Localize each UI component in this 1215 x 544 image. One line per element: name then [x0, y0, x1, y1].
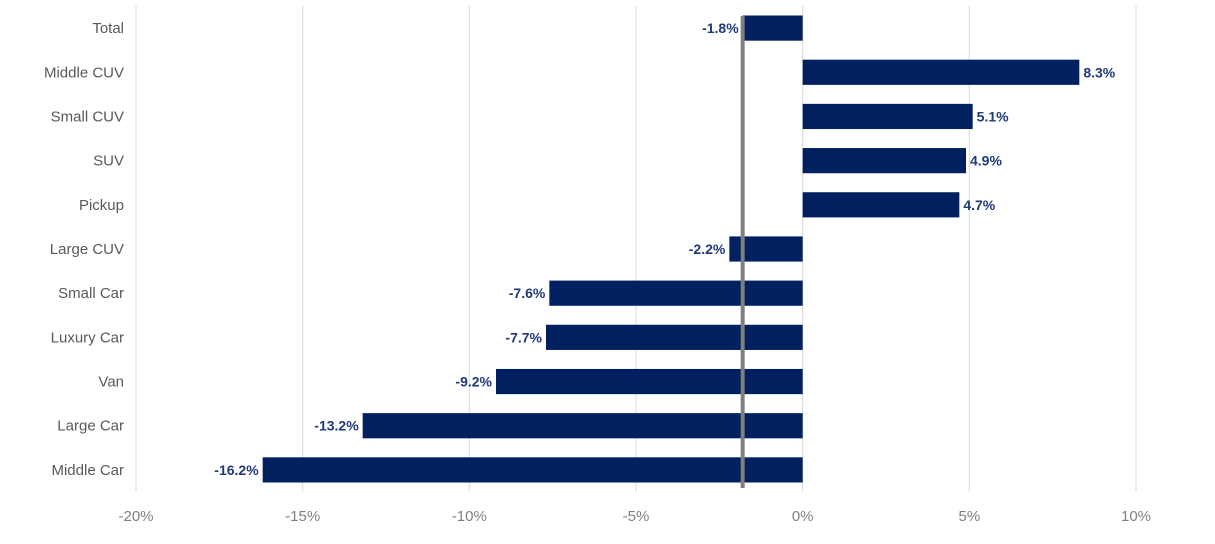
- bar: [729, 236, 803, 262]
- bar: [802, 103, 973, 130]
- x-axis-tick-labels: -20% -15% -10% -5% 0% 5% 10%: [118, 508, 1151, 525]
- x-tick-label: 5%: [958, 508, 980, 525]
- bar: [802, 59, 1080, 85]
- value-label: -7.6%: [509, 285, 546, 301]
- value-label: 4.7%: [963, 197, 995, 213]
- category-label: Large Car: [57, 418, 124, 435]
- bar: [802, 192, 960, 218]
- category-label: Van: [98, 374, 124, 391]
- bar: [802, 148, 966, 174]
- value-label: -13.2%: [314, 418, 359, 434]
- bar: [496, 368, 803, 395]
- bar: [362, 413, 803, 439]
- x-tick-label: -10%: [452, 508, 487, 525]
- value-label: -1.8%: [702, 20, 739, 36]
- category-label: Small Car: [58, 285, 124, 302]
- x-tick-label: -20%: [118, 508, 153, 525]
- value-label: -7.7%: [505, 329, 542, 345]
- category-labels: Total Middle CUV Small CUV SUV Pickup Large C…: [44, 20, 124, 479]
- value-label: 5.1%: [977, 108, 1009, 124]
- x-tick-label: 0%: [792, 508, 814, 525]
- x-tick-label: -15%: [285, 508, 320, 525]
- value-label: -9.2%: [455, 374, 492, 390]
- category-label: Small CUV: [51, 108, 124, 125]
- category-label: Middle Car: [51, 462, 124, 479]
- category-label: Middle CUV: [44, 64, 124, 81]
- category-label: Large CUV: [50, 241, 124, 258]
- bar: [742, 15, 803, 41]
- value-labels: -1.8% 8.3% 5.1% 4.9% 4.7% -2.2% -7.6% -7.7% -9.2…: [214, 20, 1115, 478]
- x-tick-label: 10%: [1121, 508, 1151, 525]
- bar: [262, 457, 803, 483]
- value-label: -16.2%: [214, 462, 259, 478]
- x-tick-label: -5%: [623, 508, 650, 525]
- value-label: 8.3%: [1083, 64, 1115, 80]
- bars: [262, 15, 1080, 483]
- category-label: Pickup: [79, 197, 124, 214]
- bar: [546, 324, 803, 350]
- category-label: SUV: [93, 153, 124, 170]
- value-label: -2.2%: [689, 241, 726, 257]
- gridlines: [135, 6, 1137, 492]
- category-label: Luxury Car: [51, 329, 124, 346]
- bar: [549, 280, 803, 306]
- value-label: 4.9%: [970, 153, 1002, 169]
- category-label: Total: [92, 20, 124, 37]
